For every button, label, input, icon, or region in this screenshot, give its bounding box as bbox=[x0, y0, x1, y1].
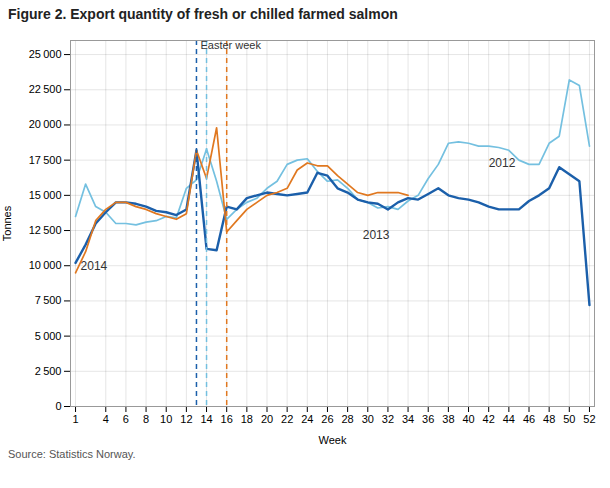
svg-text:42: 42 bbox=[483, 413, 495, 425]
svg-text:50: 50 bbox=[563, 413, 575, 425]
svg-text:2012: 2012 bbox=[489, 156, 516, 170]
svg-text:14: 14 bbox=[200, 413, 212, 425]
svg-text:Week: Week bbox=[319, 434, 347, 446]
svg-text:7 500: 7 500 bbox=[35, 294, 62, 306]
svg-text:46: 46 bbox=[523, 413, 535, 425]
svg-text:40: 40 bbox=[462, 413, 474, 425]
svg-text:4: 4 bbox=[103, 413, 109, 425]
svg-text:18: 18 bbox=[241, 413, 253, 425]
svg-text:2014: 2014 bbox=[81, 259, 108, 273]
svg-text:17 500: 17 500 bbox=[29, 154, 62, 166]
svg-text:8: 8 bbox=[143, 413, 149, 425]
svg-text:32: 32 bbox=[382, 413, 394, 425]
svg-text:12: 12 bbox=[180, 413, 192, 425]
svg-text:Tonnes: Tonnes bbox=[1, 205, 13, 241]
svg-text:24: 24 bbox=[301, 413, 313, 425]
html-text:Source: Statistics Norway.: Source: Statistics Norway. bbox=[8, 448, 136, 460]
svg-text:15 000: 15 000 bbox=[29, 189, 62, 201]
svg-text:34: 34 bbox=[402, 413, 414, 425]
html-text:Figure 2. Export quantity of f: Figure 2. Export quantity of fresh or ch… bbox=[8, 6, 398, 22]
svg-text:20: 20 bbox=[261, 413, 273, 425]
svg-text:5 000: 5 000 bbox=[35, 330, 62, 342]
svg-text:2 500: 2 500 bbox=[35, 365, 62, 377]
svg-text:26: 26 bbox=[321, 413, 333, 425]
svg-text:2013: 2013 bbox=[363, 228, 390, 242]
svg-text:30: 30 bbox=[362, 413, 374, 425]
svg-text:Easter week: Easter week bbox=[200, 38, 261, 51]
svg-text:44: 44 bbox=[503, 413, 515, 425]
svg-text:12 500: 12 500 bbox=[29, 224, 62, 236]
svg-text:22: 22 bbox=[281, 413, 293, 425]
svg-text:28: 28 bbox=[341, 413, 353, 425]
svg-text:6: 6 bbox=[123, 413, 129, 425]
svg-text:38: 38 bbox=[442, 413, 454, 425]
svg-text:16: 16 bbox=[221, 413, 233, 425]
svg-text:10 000: 10 000 bbox=[29, 259, 62, 271]
svg-text:22 500: 22 500 bbox=[29, 83, 62, 95]
svg-text:48: 48 bbox=[543, 413, 555, 425]
svg-text:10: 10 bbox=[160, 413, 172, 425]
svg-text:0: 0 bbox=[55, 400, 61, 412]
svg-text:20 000: 20 000 bbox=[29, 118, 62, 130]
svg-text:1: 1 bbox=[72, 413, 78, 425]
svg-text:36: 36 bbox=[422, 413, 434, 425]
svg-text:52: 52 bbox=[583, 413, 595, 425]
svg-text:25 000: 25 000 bbox=[29, 48, 62, 60]
